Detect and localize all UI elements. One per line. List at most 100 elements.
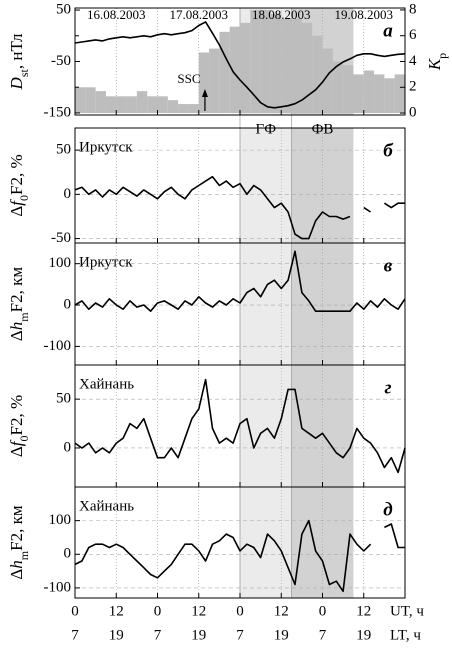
kp-bar	[157, 96, 168, 114]
y-tick-label: 0	[64, 546, 72, 562]
kp-bar	[95, 91, 106, 114]
axis-label-part: Δ	[7, 569, 26, 580]
region	[240, 128, 292, 243]
y2-tick-label: 2	[409, 79, 417, 95]
data-line	[74, 378, 406, 474]
kp-bar	[240, 22, 251, 114]
axis-label-part: f	[7, 199, 26, 206]
kp-bar	[363, 70, 375, 114]
x-tick-label: 12	[356, 603, 371, 619]
date-label: 19.08.2003	[335, 7, 394, 22]
panel-label: а	[383, 20, 393, 41]
axis-label-part: Δ	[7, 330, 26, 341]
lt-tick-label: 19	[274, 627, 289, 643]
panel-label: д	[383, 499, 392, 520]
axis-label-part: 0	[17, 435, 31, 441]
lt-tick-label: 19	[191, 627, 206, 643]
y-axis-label: Dst, нТл	[7, 33, 31, 90]
annotation-arrowhead	[201, 89, 208, 97]
y-tick-label: 100	[49, 255, 72, 271]
data-line	[74, 21, 406, 109]
y-axis-label: Δf0F2, %	[7, 395, 31, 457]
axis-label-part: Δ	[7, 446, 26, 457]
axis-label-part: h	[7, 560, 26, 569]
axis-label-part: h	[7, 322, 26, 331]
region-label: ГФ	[256, 121, 277, 137]
axis-label-part: m	[17, 312, 31, 322]
lt-tick-label: 19	[356, 627, 371, 643]
lt-axis-label: LT, ч	[390, 627, 421, 643]
station-label: Иркутск	[79, 139, 133, 155]
y-tick-label: 0	[64, 439, 72, 455]
date-label: 17.08.2003	[170, 7, 229, 22]
region	[240, 243, 292, 365]
x-tick-label: 0	[154, 603, 162, 619]
y-axis-label: ΔhmF2, км	[7, 505, 31, 579]
y2-tick-label: 8	[409, 1, 417, 17]
kp-bar	[394, 74, 405, 114]
axis-label-part: , нТл	[7, 33, 26, 69]
region	[240, 365, 292, 487]
y-tick-label: 50	[56, 1, 71, 17]
axis-label-part: F2, км	[7, 505, 26, 551]
kp-bar	[188, 104, 199, 114]
region-label: ФВ	[312, 121, 334, 137]
kp-bar	[322, 48, 333, 114]
axis-label-part: 0	[17, 195, 31, 201]
panel-frame	[74, 486, 406, 599]
axis-label-part: F2, %	[7, 395, 26, 436]
kp-bar	[229, 26, 240, 114]
y-tick-label: -150	[44, 104, 72, 120]
y-tick-label: -50	[51, 230, 71, 246]
kp-bar	[147, 96, 158, 114]
lt-tick-label: 7	[154, 627, 162, 643]
data-line	[74, 250, 406, 312]
kp-bar	[343, 65, 354, 114]
x-tick-label: 12	[191, 603, 206, 619]
kp-bar	[291, 18, 302, 114]
station-label: Хайнань	[79, 376, 134, 392]
lt-tick-label: 7	[236, 627, 244, 643]
axis-label-part: F2, км	[7, 267, 26, 313]
kp-bar	[126, 96, 137, 114]
y-tick-label: -100	[44, 338, 72, 354]
axis-label-part: K	[425, 57, 444, 71]
panel-label: в	[384, 255, 393, 276]
kp-bar	[384, 78, 395, 114]
y-tick-label: 0	[64, 296, 72, 312]
kp-bar	[209, 48, 220, 114]
axis-label-part: F2, %	[7, 154, 26, 195]
date-label: 18.08.2003	[252, 7, 311, 22]
panel-label: б	[383, 140, 394, 161]
lt-tick-label: 7	[71, 627, 79, 643]
kp-bar	[250, 9, 261, 114]
axis-label-part: m	[17, 550, 31, 560]
y-axis-label: Δf0F2, %	[7, 154, 31, 216]
y-tick-label: 50	[56, 142, 71, 158]
axis-label-part: p	[435, 53, 449, 59]
y2-tick-label: 6	[409, 27, 417, 43]
y2-tick-label: 4	[409, 53, 417, 69]
axis-label-part: st	[17, 69, 31, 78]
kp-bar	[270, 13, 282, 114]
kp-bar	[136, 91, 148, 114]
panel-label: г	[384, 377, 391, 398]
y-tick-label: -100	[44, 579, 72, 595]
station-label: Иркутск	[79, 254, 133, 270]
data-line	[74, 175, 405, 240]
kp-bar	[75, 87, 86, 114]
y-tick-label: 100	[49, 512, 72, 528]
x-tick-label: 0	[236, 603, 244, 619]
annotation: SSC	[177, 71, 200, 86]
kp-bar	[198, 52, 210, 114]
station-label: Хайнань	[79, 498, 134, 514]
axis-label-part: f	[7, 439, 26, 446]
kp-bar	[374, 74, 385, 114]
kp-bar	[301, 22, 313, 114]
kp-bar	[116, 96, 127, 114]
kp-bar	[332, 61, 344, 114]
kp-bar	[312, 35, 323, 114]
x-axis-label: UT, ч	[390, 603, 424, 619]
